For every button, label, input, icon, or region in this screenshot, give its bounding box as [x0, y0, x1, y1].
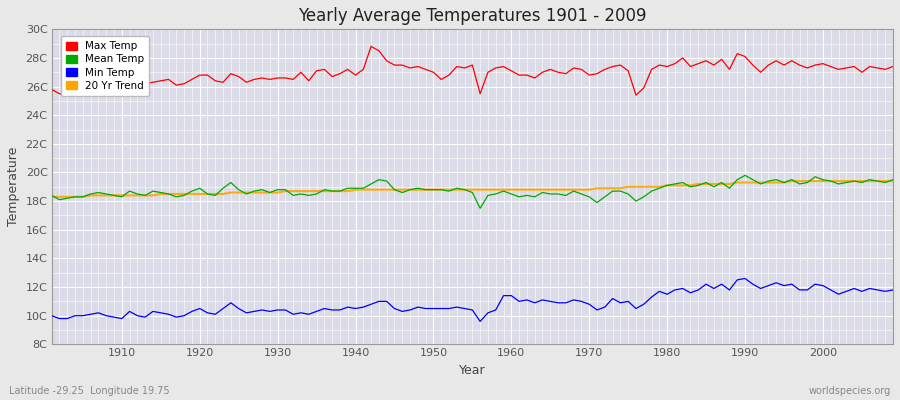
- X-axis label: Year: Year: [459, 364, 486, 377]
- Title: Yearly Average Temperatures 1901 - 2009: Yearly Average Temperatures 1901 - 2009: [298, 7, 646, 25]
- Legend: Max Temp, Mean Temp, Min Temp, 20 Yr Trend: Max Temp, Mean Temp, Min Temp, 20 Yr Tre…: [61, 36, 149, 96]
- Text: worldspecies.org: worldspecies.org: [809, 386, 891, 396]
- Y-axis label: Temperature: Temperature: [7, 147, 20, 226]
- Text: Latitude -29.25  Longitude 19.75: Latitude -29.25 Longitude 19.75: [9, 386, 169, 396]
